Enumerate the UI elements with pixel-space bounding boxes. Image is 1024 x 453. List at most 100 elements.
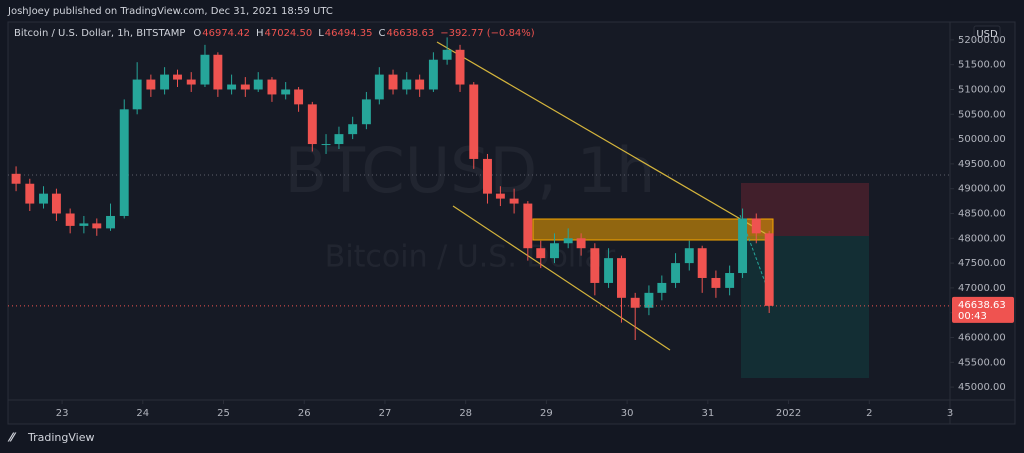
candle-body — [644, 292, 654, 308]
last-price-label: 46638.63 — [958, 300, 1006, 311]
y-tick-label: 45500.00 — [958, 357, 1006, 368]
x-tick-label: 27 — [379, 408, 392, 419]
candle-body — [469, 84, 479, 159]
x-tick-label: 23 — [56, 408, 69, 419]
legend-value: 46494.35 — [325, 28, 373, 39]
candle-body — [590, 248, 600, 283]
legend-key: L — [318, 28, 324, 39]
countdown: 00:43 — [958, 311, 987, 322]
symbol-title: Bitcoin / U.S. Dollar, 1h, BITSTAMP — [14, 28, 185, 39]
candle-body — [388, 74, 398, 90]
candle-body — [550, 243, 559, 259]
candle-body — [200, 54, 210, 85]
currency-box — [973, 25, 1001, 42]
watermark-subtitle: Bitcoin / U.S. Dollar — [325, 240, 616, 275]
candle-body — [684, 248, 694, 264]
y-tick-label: 46000.00 — [958, 333, 1006, 344]
candle-body — [428, 59, 438, 90]
legend-key: H — [256, 28, 264, 39]
candle-body — [132, 79, 142, 110]
candle-body — [495, 193, 505, 199]
legend-value: 47024.50 — [264, 28, 312, 39]
y-tick-label: 50000.00 — [958, 134, 1006, 145]
candle-body — [79, 223, 89, 226]
candle-body — [617, 258, 626, 298]
legend-key: O — [193, 28, 201, 39]
x-tick-label: 2 — [866, 408, 872, 419]
y-tick-label: 49000.00 — [958, 184, 1006, 195]
y-tick-label: 49500.00 — [958, 159, 1006, 170]
target-zone — [741, 236, 869, 378]
y-tick-label: 51500.00 — [958, 60, 1006, 71]
candle-body — [173, 74, 182, 80]
x-tick-label: 24 — [136, 408, 149, 419]
candle-body — [523, 203, 533, 249]
candle-body — [671, 263, 681, 283]
supply-zone — [532, 218, 774, 241]
x-tick-label: 30 — [621, 408, 634, 419]
candle-body — [160, 74, 170, 90]
y-tick-label: 51000.00 — [958, 84, 1006, 95]
y-tick-label: 47500.00 — [958, 258, 1006, 269]
y-tick-label: 50500.00 — [958, 109, 1006, 120]
trendline-upper — [436, 41, 774, 239]
legend-value: 46974.42 — [202, 28, 250, 39]
legend-value: 46638.63 — [386, 28, 434, 39]
candle-body — [402, 79, 412, 90]
candle-body — [119, 109, 129, 216]
candle-body — [92, 223, 102, 229]
candle-body — [267, 79, 277, 95]
candle-body — [630, 297, 640, 308]
candle-body — [361, 99, 371, 125]
legend: Bitcoin / U.S. Dollar, 1h, BITSTAMP O 469… — [14, 28, 535, 39]
candle-body — [39, 193, 48, 204]
candle-body — [455, 49, 465, 85]
published-note: JoshJoey published on TradingView.com, D… — [7, 6, 333, 17]
y-tick-label: 48000.00 — [958, 233, 1006, 244]
candle-body — [106, 215, 115, 229]
candle-body — [415, 79, 425, 90]
candle-body — [764, 233, 774, 306]
candle-body — [738, 218, 748, 274]
x-tick-label: 26 — [298, 408, 311, 419]
candle-body — [751, 218, 761, 234]
candle-body — [604, 258, 614, 283]
candle-body — [240, 84, 250, 90]
candle-body — [334, 134, 344, 145]
candle-body — [227, 84, 237, 90]
candle-body — [253, 79, 263, 90]
candle-body — [576, 238, 586, 249]
candle-body — [374, 74, 384, 100]
candle-body — [186, 79, 196, 85]
plot — [8, 37, 950, 340]
candle-body — [348, 124, 358, 135]
candle-body — [536, 248, 546, 259]
x-tick-label: 3 — [947, 408, 953, 419]
x-tick-label: 29 — [540, 408, 553, 419]
candle-body — [25, 183, 35, 204]
legend-key: C — [379, 28, 386, 39]
candle-body — [657, 282, 667, 293]
currency: USD — [976, 29, 998, 40]
y-tick-label: 48500.00 — [958, 208, 1006, 219]
x-tick-label: 2022 — [776, 408, 801, 419]
footer-logo: ⁄⁄ — [7, 431, 17, 445]
candle-body — [307, 104, 317, 145]
candle-body — [711, 277, 721, 288]
y-tick-label: 45000.00 — [958, 382, 1006, 393]
candle-body — [321, 144, 331, 146]
candle-body — [146, 79, 156, 90]
x-tick-label: 31 — [701, 408, 714, 419]
last-price-box — [952, 296, 1014, 323]
candle-body — [725, 273, 735, 288]
candle-body — [65, 213, 75, 226]
candle-body — [213, 54, 223, 90]
candle-body — [11, 173, 21, 184]
x-tick-label: 28 — [459, 408, 472, 419]
candle-body — [294, 89, 304, 105]
candle-body — [563, 238, 573, 244]
candle-body — [697, 248, 707, 278]
trendline-lower — [452, 205, 671, 351]
candle-body — [509, 198, 519, 204]
